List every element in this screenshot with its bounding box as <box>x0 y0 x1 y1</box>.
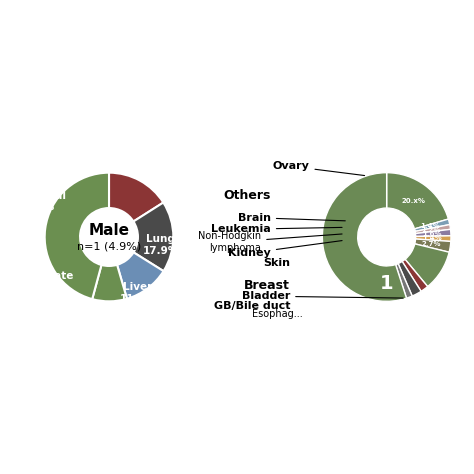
Wedge shape <box>117 252 164 299</box>
Wedge shape <box>322 173 407 301</box>
Text: Ovary: Ovary <box>273 161 365 175</box>
Text: 2.7%: 2.7% <box>421 241 441 247</box>
Wedge shape <box>415 239 451 252</box>
Text: 20.x%: 20.x% <box>401 198 426 204</box>
Text: n=1 (4.9%): n=1 (4.9%) <box>77 242 141 252</box>
Wedge shape <box>416 236 451 241</box>
Wedge shape <box>396 264 412 298</box>
Text: Leukemia: Leukemia <box>211 224 342 234</box>
Text: Brain: Brain <box>238 213 345 223</box>
Wedge shape <box>109 173 164 221</box>
Text: Male: Male <box>89 223 129 238</box>
Text: Skin: Skin <box>263 258 290 268</box>
Wedge shape <box>405 244 449 287</box>
Wedge shape <box>387 173 448 229</box>
Text: Breast: Breast <box>244 279 290 292</box>
Text: Kidney: Kidney <box>228 241 342 258</box>
Text: 1.4%: 1.4% <box>420 223 440 229</box>
Wedge shape <box>402 259 428 292</box>
Text: Others: Others <box>223 189 271 202</box>
Text: Colorectal
16.0%: Colorectal 16.0% <box>7 191 67 212</box>
Wedge shape <box>415 225 450 234</box>
Text: 1.2%: 1.2% <box>421 227 441 233</box>
Text: Non-Hodgkin
lymphoma: Non-Hodgkin lymphoma <box>198 231 342 253</box>
Text: Liver
11.6%: Liver 11.6% <box>120 283 156 304</box>
Wedge shape <box>414 219 450 231</box>
Wedge shape <box>398 262 421 296</box>
Text: 1.4%: 1.4% <box>422 235 442 241</box>
Text: Bladder: Bladder <box>242 291 403 301</box>
Text: GB/Bile duct: GB/Bile duct <box>214 301 290 311</box>
Wedge shape <box>92 265 127 301</box>
Wedge shape <box>415 229 451 237</box>
Text: Esophag...: Esophag... <box>252 309 303 319</box>
Text: 1.6%: 1.6% <box>422 231 441 237</box>
Text: Prostate
8.7%: Prostate 8.7% <box>23 271 73 293</box>
Text: 1: 1 <box>380 274 393 293</box>
Text: Lung
17.9%: Lung 17.9% <box>142 234 179 256</box>
Wedge shape <box>45 173 109 299</box>
Wedge shape <box>134 202 173 271</box>
